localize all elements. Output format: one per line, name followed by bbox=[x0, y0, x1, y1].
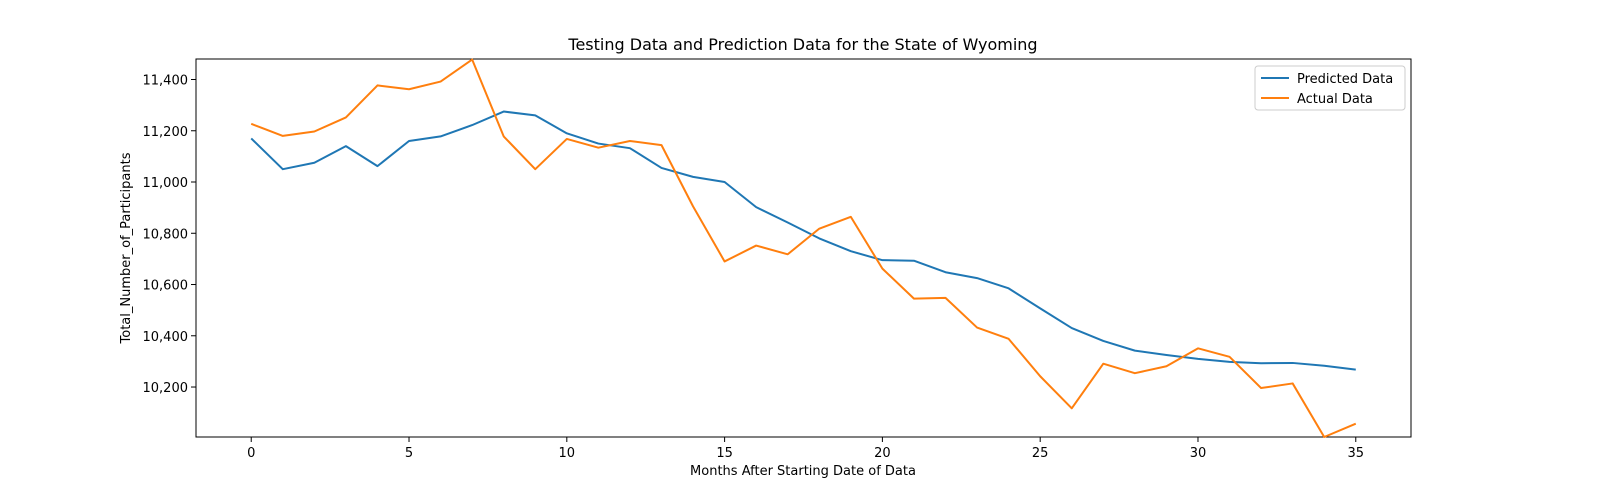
x-tick-label: 35 bbox=[1347, 446, 1364, 461]
y-tick-label: 11,400 bbox=[143, 74, 189, 89]
legend-label: Actual Data bbox=[1297, 92, 1373, 107]
x-axis-label: Months After Starting Date of Data bbox=[690, 464, 916, 479]
y-tick-label: 11,200 bbox=[143, 125, 189, 140]
y-tick-label: 10,200 bbox=[143, 381, 189, 396]
y-axis: 10,200 10,400 10,600 10,800 11,000 11,200 11,4… bbox=[143, 74, 196, 396]
y-tick-label: 10,400 bbox=[143, 330, 189, 345]
x-tick-label: 5 bbox=[405, 446, 413, 461]
x-tick-label: 0 bbox=[247, 446, 255, 461]
legend-box bbox=[1254, 65, 1406, 111]
y-axis-label: Total_Number_of_Participants bbox=[119, 152, 134, 344]
x-axis: 0 5 10 15 20 25 30 35 bbox=[247, 437, 1364, 461]
series-line-actual bbox=[250, 58, 1357, 438]
legend: Predicted Data Actual Data bbox=[1254, 65, 1406, 111]
y-tick-label: 11,000 bbox=[143, 176, 189, 191]
chart-title: Testing Data and Prediction Data for the… bbox=[567, 35, 1037, 54]
legend-label: Predicted Data bbox=[1297, 72, 1393, 87]
x-tick-label: 20 bbox=[874, 446, 891, 461]
y-tick-label: 10,800 bbox=[143, 227, 189, 242]
y-tick-label: 10,600 bbox=[143, 279, 189, 294]
x-tick-label: 30 bbox=[1190, 446, 1207, 461]
x-tick-label: 10 bbox=[559, 446, 576, 461]
series-layer bbox=[250, 58, 1357, 438]
plot-area-frame bbox=[195, 58, 1412, 438]
x-tick-label: 15 bbox=[716, 446, 733, 461]
series-line-predicted bbox=[250, 110, 1356, 371]
x-tick-label: 25 bbox=[1032, 446, 1049, 461]
